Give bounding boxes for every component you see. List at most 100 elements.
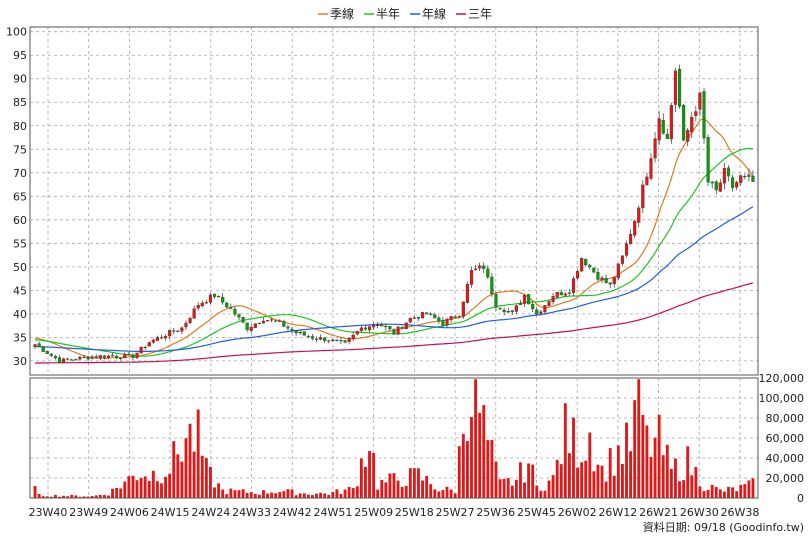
candle-body [49, 353, 53, 356]
x-tick-label-10: 25W27 [436, 506, 475, 519]
candle-body [372, 325, 376, 328]
candle-body [159, 337, 164, 339]
volume-bar [364, 466, 367, 498]
volume-bar [621, 464, 624, 498]
candle-body [204, 302, 208, 304]
ma-line-3 [34, 282, 754, 364]
volume-bar [706, 489, 710, 498]
volume-bar [612, 475, 616, 498]
candle-body [143, 346, 147, 349]
candle-body [188, 317, 192, 323]
volume-bar [315, 493, 318, 498]
candle-body [486, 268, 490, 278]
candle-body [184, 322, 188, 328]
candle-body [429, 313, 433, 315]
candle-body [274, 320, 278, 322]
volume-bar [143, 476, 147, 498]
candle-body [604, 278, 608, 283]
volume-bar [690, 475, 694, 498]
volume-bar [669, 468, 673, 498]
candle-body [449, 316, 453, 320]
candle-body [527, 294, 531, 305]
volume-bar [58, 496, 61, 498]
price-grid [30, 27, 758, 375]
volume-bar [90, 495, 94, 498]
candle-body [612, 277, 616, 285]
candle-body [425, 312, 429, 315]
candle-body [367, 326, 372, 331]
candlesticks [33, 64, 755, 363]
candle-body [261, 320, 266, 324]
candle-body [233, 308, 237, 315]
volume-bar [592, 471, 596, 498]
candle-body [151, 339, 155, 343]
volume-bar [274, 493, 278, 498]
x-tick-label-4: 24W24 [191, 506, 230, 519]
x-tick-label-1: 23W49 [69, 506, 108, 519]
volume-bar [62, 495, 66, 498]
candle-body [94, 356, 98, 358]
volume-bar [437, 491, 441, 498]
candle-body [518, 303, 523, 305]
x-tick-label-3: 24W15 [151, 506, 190, 519]
volume-bar [417, 468, 420, 498]
candle-body [629, 234, 633, 244]
candle-body [694, 111, 698, 117]
candle-body [314, 338, 319, 340]
volume-bar [649, 456, 653, 498]
volume-bar [368, 450, 371, 498]
volume-bar [543, 490, 547, 498]
candle-body [702, 91, 706, 139]
candle-body [78, 356, 82, 360]
volume-bar [486, 440, 490, 498]
x-tick-label-2: 24W06 [110, 506, 149, 519]
volume-bar [286, 489, 290, 498]
volume-bar [502, 478, 506, 498]
candle-body [575, 271, 580, 279]
volume-bar [523, 482, 526, 498]
candle-body [163, 336, 168, 339]
volume-bar [241, 489, 245, 498]
volume-tick-label-4: 80,000 [766, 412, 805, 425]
volume-bar [661, 455, 665, 498]
candle-body [592, 267, 596, 273]
candle-body [229, 307, 233, 309]
candle-body [286, 326, 290, 329]
volume-bar [404, 485, 408, 498]
candle-body [669, 105, 673, 140]
candle-body [706, 137, 710, 183]
candle-body [478, 265, 482, 269]
candle-body [469, 270, 474, 285]
candle-body [547, 301, 551, 306]
volume-axis-ticks: 0 20,000 40,000 60,000 80,000 100,000 120,000 [759, 372, 805, 505]
candle-body [677, 68, 682, 107]
volume-bar [384, 482, 388, 498]
candle-body [359, 327, 363, 331]
candle-body [115, 355, 119, 358]
candle-body [633, 220, 637, 236]
volume-bar [266, 493, 269, 498]
candle-body [310, 336, 314, 339]
volume-bar [249, 492, 253, 498]
candle-body [567, 292, 571, 294]
volume-bar [645, 425, 649, 498]
volume-bar [535, 485, 539, 498]
price-tick-label-7: 65 [13, 190, 27, 203]
candle-body [588, 264, 592, 268]
candle-body [600, 277, 604, 281]
volume-bar [629, 451, 633, 498]
volume-bar [331, 491, 335, 498]
volume-bar [694, 466, 698, 498]
candle-body [66, 358, 70, 360]
volume-bar [474, 379, 478, 498]
candle-body [217, 296, 221, 298]
volume-bar [98, 494, 102, 498]
candle-body [302, 331, 306, 336]
volume-bar [135, 480, 139, 498]
candle-body [110, 355, 115, 357]
volume-bar [123, 481, 127, 498]
volume-bar [180, 461, 184, 498]
candle-body [318, 337, 323, 340]
candle-body [53, 356, 58, 359]
candle-body [490, 276, 494, 295]
